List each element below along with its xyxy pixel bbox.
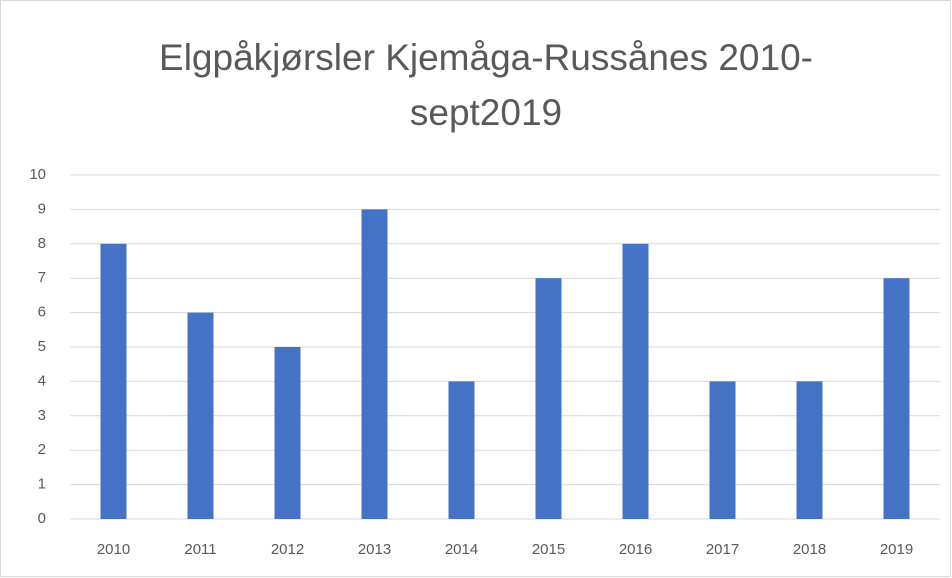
bar [709, 381, 736, 519]
y-tick-label: 1 [38, 476, 46, 493]
x-tick-label: 2017 [706, 541, 739, 558]
bar [274, 347, 301, 519]
x-tick-label: 2016 [619, 541, 652, 558]
x-tick-label: 2013 [358, 541, 391, 558]
x-tick-label: 2019 [880, 541, 913, 558]
y-tick-label: 5 [38, 338, 46, 355]
x-tick-label: 2014 [445, 541, 478, 558]
x-tick-label: 2015 [532, 541, 565, 558]
bar [796, 381, 823, 519]
bar [187, 312, 214, 519]
chart-title: sept2019 [410, 92, 562, 133]
y-tick-label: 6 [38, 304, 46, 321]
x-tick-label: 2018 [793, 541, 826, 558]
y-tick-label: 9 [38, 200, 46, 217]
y-tick-label: 3 [38, 407, 46, 424]
bar [883, 278, 910, 519]
x-tick-label: 2012 [271, 541, 304, 558]
y-tick-label: 0 [38, 510, 46, 527]
bar [100, 243, 127, 520]
y-tick-label: 2 [38, 441, 46, 458]
bar [535, 278, 562, 519]
bar [622, 243, 649, 520]
bar [361, 209, 388, 519]
y-tick-label: 4 [38, 372, 46, 389]
x-tick-label: 2011 [184, 541, 216, 558]
bar [448, 381, 475, 519]
y-tick-label: 8 [38, 235, 46, 252]
y-tick-label: 10 [29, 166, 46, 183]
chart-title: Elgpåkjørsler Kjemåga-Russånes 2010- [159, 37, 813, 78]
x-tick-label: 2010 [97, 541, 130, 558]
y-tick-label: 7 [38, 269, 46, 286]
